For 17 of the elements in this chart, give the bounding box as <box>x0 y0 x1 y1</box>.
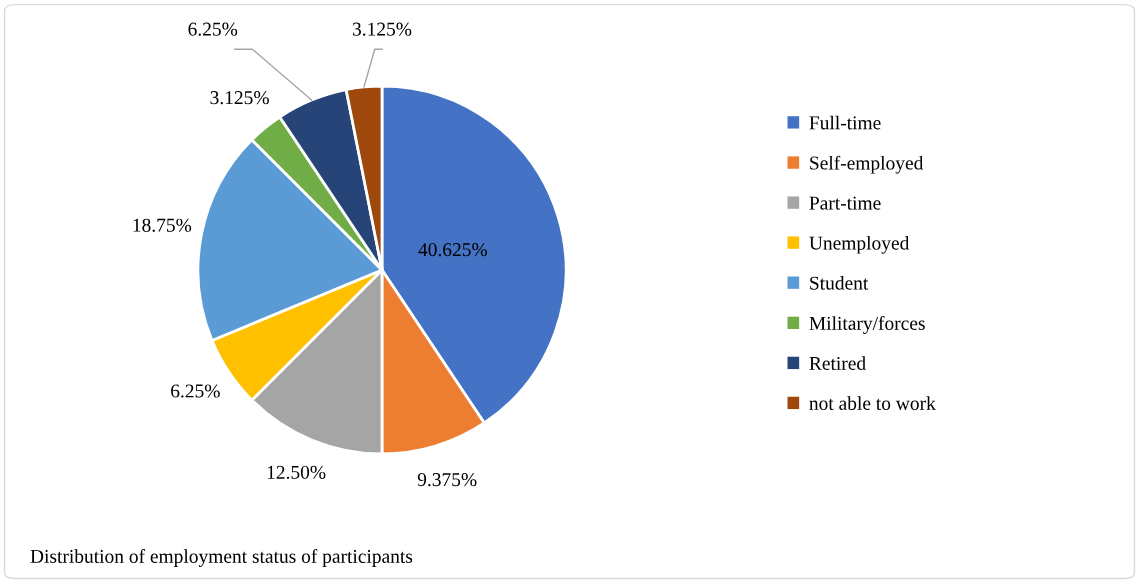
data-label: 40.625% <box>418 243 487 257</box>
legend-label: Full-time <box>809 115 881 130</box>
legend-label: Self-employed <box>810 155 924 174</box>
legend-label: Part-time <box>809 196 881 210</box>
legend-label: Unemployed <box>809 235 910 254</box>
data-label: 9.375% <box>417 473 477 487</box>
legend-label: Student <box>810 276 869 290</box>
data-label: 12.50% <box>267 465 326 479</box>
data-label: 18.75% <box>133 218 192 232</box>
legend-label: Retired <box>809 356 866 370</box>
data-label: 6.25% <box>188 22 238 36</box>
data-label: 3.125% <box>210 91 269 105</box>
text: Distribution of employment status of participants <box>30 549 413 567</box>
legend-label: Military/forces <box>809 316 925 334</box>
legend-label: not able to work <box>809 396 936 410</box>
data-label: 6.25% <box>171 384 220 398</box>
data-label: 3.125% <box>352 22 412 36</box>
